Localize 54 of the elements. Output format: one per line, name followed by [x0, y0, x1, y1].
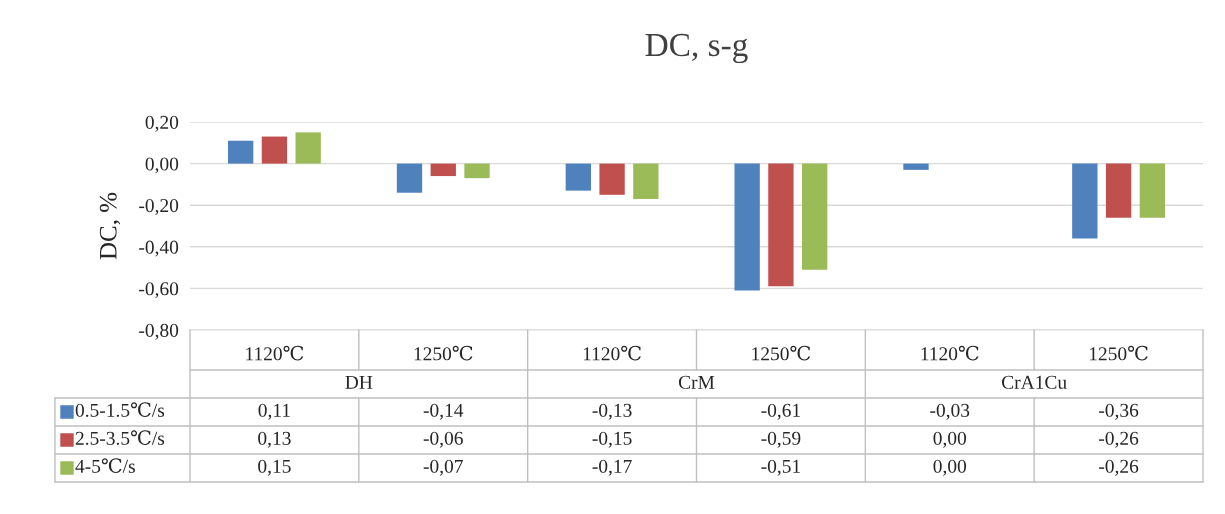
data-label: 0,00: [933, 459, 967, 476]
bar: [1139, 163, 1166, 218]
x-tick-label: 1250℃: [414, 345, 473, 361]
x-tick-label: 1250℃: [752, 345, 811, 361]
data-label: -0,26: [1099, 431, 1139, 448]
data-label: -0,36: [1099, 403, 1139, 420]
y-tick-label: -0,60: [139, 282, 179, 299]
data-label: -0,07: [423, 459, 463, 476]
bar: [1072, 163, 1098, 239]
bar: [396, 163, 423, 193]
bar: [295, 132, 321, 164]
data-label: -0,61: [761, 403, 800, 420]
bar: [1105, 163, 1132, 218]
text: CrA1Cu: [1002, 375, 1067, 389]
y-tick-label: -0,20: [139, 199, 179, 215]
x-tick-label: 1120℃: [583, 345, 641, 361]
bar: [261, 136, 288, 164]
data-label: -0,17: [592, 459, 632, 476]
y-tick-label: 0,20: [145, 115, 179, 132]
data-label: -0,13: [592, 403, 632, 420]
y-tick-label: -0,40: [139, 240, 179, 257]
text: DH: [345, 375, 373, 389]
data-label: -0,06: [423, 431, 463, 448]
data-label: 0,15: [258, 459, 291, 476]
bar: [633, 163, 659, 199]
y-tick-label: -0,80: [139, 323, 179, 340]
data-label: -0,51: [761, 459, 800, 476]
x-tick-label: 1250℃: [1089, 345, 1148, 361]
data-label: 0,00: [933, 431, 967, 448]
bar: [768, 163, 794, 287]
legend-label: 4-5℃/s: [75, 458, 135, 473]
bar: [227, 140, 254, 164]
data-label: 0,13: [258, 431, 291, 448]
bar: [565, 163, 591, 191]
chart-title: DC, s-g: [645, 33, 748, 64]
bar: [802, 163, 828, 270]
data-label: -0,14: [423, 403, 464, 420]
text: CrM: [678, 375, 715, 389]
data-label: -0,15: [592, 431, 632, 448]
data-label: -0,59: [761, 431, 801, 448]
bar: [430, 163, 456, 177]
legend-label: 0.5-1.5℃/s: [75, 402, 165, 417]
data-label: -0,26: [1099, 459, 1139, 476]
x-tick-label: 1120℃: [921, 345, 979, 361]
y-tick-label: 0,00: [145, 157, 179, 174]
bar: [464, 163, 490, 179]
legend-label: 2.5-3.5℃/s: [75, 430, 165, 445]
data-label: 0,11: [258, 403, 290, 420]
y-axis-title: DC, %: [99, 192, 121, 260]
data-label: -0,03: [930, 403, 970, 420]
bar: [903, 163, 929, 170]
x-tick-label: 1120℃: [246, 345, 304, 361]
bar: [599, 163, 625, 195]
bar: [734, 163, 760, 291]
